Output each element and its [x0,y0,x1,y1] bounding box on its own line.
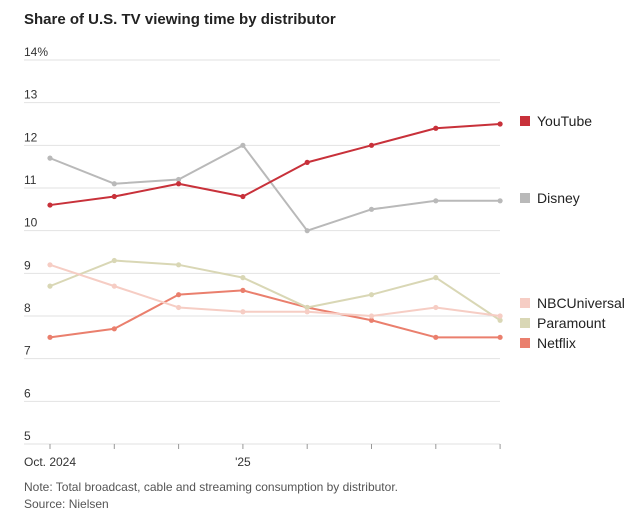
point-disney [240,142,246,148]
point-nbcuniversal [47,262,53,268]
legend-swatch-netflix [520,338,530,348]
y-tick-label: 8 [24,301,31,315]
legend-swatch-youtube [520,116,530,126]
legend-swatch-disney [520,193,530,203]
point-youtube [111,193,117,200]
point-nbcuniversal [368,313,375,319]
point-nbcuniversal [304,309,310,315]
point-paramount [47,283,53,289]
series-line-paramount [49,259,501,322]
point-netflix [497,334,503,340]
point-disney [47,155,53,161]
legend-swatch-paramount [520,318,530,328]
legend-label-paramount: Paramount [537,315,606,331]
point-paramount [433,275,439,281]
point-paramount [368,292,375,298]
point-paramount [497,317,503,323]
y-tick-label: 12 [24,130,38,144]
point-nbcuniversal [433,304,439,311]
legend-label-disney: Disney [537,190,580,206]
legend-label-netflix: Netflix [537,335,576,351]
series-lines [47,121,503,340]
y-tick-label: 10 [24,216,38,230]
y-tick-label: 7 [24,344,31,358]
point-disney [433,198,439,204]
point-disney [304,228,310,234]
point-youtube [47,202,53,208]
point-netflix [176,292,182,298]
legend-swatch-nbcuniversal [520,298,530,308]
point-netflix [433,334,439,340]
point-paramount [304,304,310,311]
legend-label-youtube: YouTube [537,113,592,129]
point-netflix [368,317,375,323]
y-tick-label: 5 [24,429,31,443]
point-disney [176,176,182,183]
grid-lines [24,59,500,445]
point-netflix [240,287,246,293]
chart-source: Source: Nielsen [24,497,109,511]
series-line-nbcuniversal [49,263,501,317]
point-youtube [497,121,503,127]
axes: 5 6 7 8 9 10 11 12 13 14% Oct. 2024 '25 [24,45,501,469]
point-youtube [368,142,375,148]
chart-title: Share of U.S. TV viewing time by distrib… [24,11,336,28]
point-disney [368,206,375,212]
y-tick-label: 11 [24,173,37,187]
point-paramount [111,257,117,264]
point-youtube [240,193,246,200]
series-line-youtube [49,123,501,207]
y-tick-label: 6 [24,386,31,400]
point-disney [111,181,117,187]
chart-note: Note: Total broadcast, cable and streami… [24,480,398,494]
x-tick-label: Oct. 2024 [24,455,76,469]
point-netflix [111,326,117,332]
point-nbcuniversal [111,283,117,289]
point-youtube [433,125,439,131]
legend: YouTube Disney NBCUniversal Paramount Netfli… [520,113,625,351]
point-paramount [240,275,246,281]
series-line-netflix [49,289,501,339]
point-youtube [176,181,182,187]
y-tick-label: 14% [24,45,48,59]
point-youtube [304,159,310,165]
y-tick-label: 13 [24,88,38,102]
y-tick-label: 9 [24,258,31,272]
point-netflix [47,334,53,340]
point-paramount [176,262,182,268]
legend-label-nbcuniversal: NBCUniversal [537,295,625,311]
point-nbcuniversal [240,309,246,315]
point-disney [497,198,503,204]
point-nbcuniversal [176,304,182,311]
series-line-disney [49,144,501,232]
point-nbcuniversal [497,313,503,319]
x-tick-label: '25 [235,455,251,469]
